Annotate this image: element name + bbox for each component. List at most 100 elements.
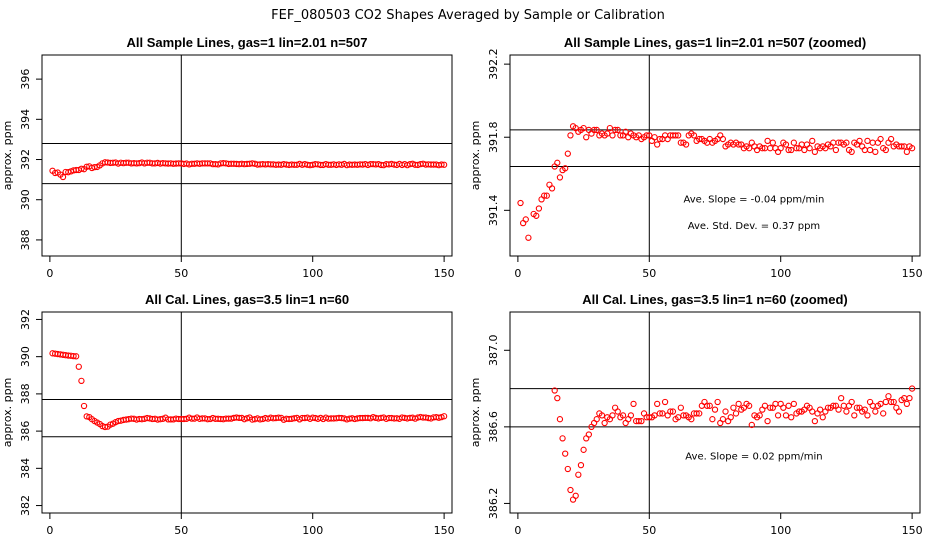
data-point <box>819 414 826 421</box>
data-point <box>101 423 109 431</box>
data-point <box>772 400 779 408</box>
data-point <box>554 159 561 166</box>
sample-lines-ylabel: approx. ppm <box>1 121 14 191</box>
cal-lines-xtick-label: 150 <box>434 524 455 537</box>
data-point <box>703 402 711 409</box>
sample-lines-zoomed-frame <box>509 54 921 257</box>
data-point <box>848 148 855 155</box>
data-point <box>872 148 879 155</box>
data-point <box>654 400 661 408</box>
data-point <box>517 199 524 207</box>
data-point <box>709 416 716 423</box>
data-point <box>680 412 687 419</box>
data-point <box>635 417 642 425</box>
data-point <box>533 212 540 219</box>
sample-lines-zoomed-ytick-label: 392.2 <box>487 48 500 80</box>
data-point <box>782 412 790 419</box>
data-point <box>830 139 837 146</box>
data-point <box>730 404 737 411</box>
data-point <box>887 398 895 406</box>
data-point <box>614 126 621 134</box>
data-point <box>887 135 895 143</box>
data-point <box>627 412 635 419</box>
data-point <box>880 410 887 417</box>
data-point <box>811 148 819 155</box>
cal-lines-zoomed-title: All Cal. Lines, gas=3.5 lin=1 n=60 (zoom… <box>582 292 848 307</box>
data-point <box>774 412 782 419</box>
data-point <box>440 161 448 168</box>
sample-lines-xtick-label: 0 <box>46 267 53 280</box>
data-point <box>746 402 753 409</box>
data-point <box>853 404 861 411</box>
data-point <box>843 139 850 146</box>
sample-lines-zoomed-xtick-label: 50 <box>642 267 656 280</box>
data-point <box>643 132 650 139</box>
data-point <box>677 404 684 411</box>
data-point <box>547 22 552 27</box>
data-point <box>801 146 808 154</box>
data-point <box>585 431 592 438</box>
data-point <box>874 139 882 146</box>
data-point <box>780 404 787 411</box>
cal-lines-ylabel: approx. ppm <box>1 378 14 448</box>
data-point <box>551 387 558 394</box>
data-point <box>604 130 611 137</box>
data-point <box>835 406 842 413</box>
sample-lines-zoomed-ylabel: approx. ppm <box>469 121 482 191</box>
data-point <box>83 413 90 420</box>
data-point <box>682 141 690 148</box>
cal-lines-ytick-label: 382 <box>19 495 32 516</box>
data-point <box>751 143 758 150</box>
data-point <box>864 412 871 419</box>
data-point <box>748 139 755 146</box>
data-point <box>735 141 742 148</box>
data-point <box>732 410 740 417</box>
data-point <box>661 398 669 406</box>
data-point <box>772 145 779 152</box>
data-point <box>706 135 713 143</box>
data-point <box>630 400 637 408</box>
cal-lines-zoomed-xtick-label: 0 <box>514 524 521 537</box>
data-point <box>577 461 585 469</box>
sample-lines-ytick-label: 396 <box>19 69 32 90</box>
data-point <box>735 400 742 408</box>
cal-lines-xtick-label: 100 <box>302 524 323 537</box>
data-point <box>806 145 813 152</box>
cal-lines-ytick-label: 392 <box>19 309 32 330</box>
cal-lines-points <box>49 350 448 431</box>
data-point <box>848 398 855 406</box>
sample-lines-ytick-label: 390 <box>19 189 32 210</box>
data-point <box>656 135 663 143</box>
data-point <box>906 394 913 402</box>
cal-lines-zoomed-frame <box>509 311 921 514</box>
data-point <box>73 353 80 360</box>
cal-lines-zoomed-xtick-label: 50 <box>642 524 656 537</box>
data-point <box>895 408 903 415</box>
data-point <box>80 402 88 410</box>
data-point <box>795 408 803 415</box>
data-point <box>890 398 897 406</box>
data-point <box>798 141 805 148</box>
data-point <box>675 132 682 139</box>
data-point <box>593 416 600 423</box>
data-point <box>528 257 533 262</box>
cal-lines-panel: All Cal. Lines, gas=3.5 lin=1 n=60 0 50 100… <box>1 292 455 537</box>
cal-lines-xtick-label: 50 <box>174 524 188 537</box>
data-point <box>756 412 763 419</box>
data-point <box>803 141 811 148</box>
data-point <box>541 192 548 199</box>
sample-lines-zoomed-panel: All Sample Lines, gas=1 lin=2.01 n=507 (… <box>469 35 923 280</box>
data-point <box>675 414 682 421</box>
sample-lines-zoomed-annotation: Ave. Slope = -0.04 ppm/min <box>684 195 825 206</box>
data-point <box>65 169 72 176</box>
data-point <box>572 492 579 499</box>
data-point <box>564 150 571 157</box>
data-point <box>590 126 598 134</box>
sample-lines-frame <box>41 54 453 257</box>
cal-lines-zoomed-ytick-label: 386.2 <box>487 488 500 520</box>
data-point <box>859 143 866 150</box>
data-point <box>588 130 595 137</box>
data-point <box>790 400 797 408</box>
cal-lines-xtick-label: 0 <box>46 524 53 537</box>
data-point <box>78 377 85 385</box>
